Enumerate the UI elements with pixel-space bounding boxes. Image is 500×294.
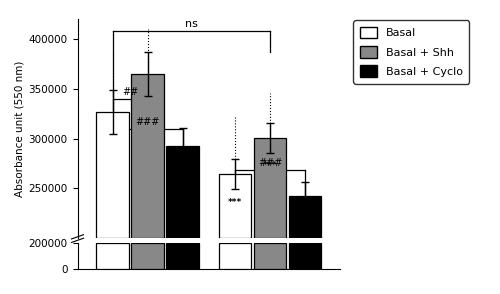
Bar — [131, 74, 164, 238]
Y-axis label: Absorbance unit (550 nm): Absorbance unit (550 nm) — [14, 61, 24, 197]
Bar — [166, 243, 199, 269]
Bar — [96, 243, 129, 269]
Text: ns: ns — [185, 19, 198, 29]
Bar — [166, 146, 199, 238]
Bar — [254, 138, 286, 238]
Text: ##: ## — [122, 87, 138, 97]
Text: ###: ### — [258, 158, 282, 168]
Bar — [96, 112, 129, 238]
Legend: Basal, Basal + Shh, Basal + Cyclo: Basal, Basal + Shh, Basal + Cyclo — [354, 20, 470, 83]
Bar — [288, 196, 322, 238]
Text: ***: *** — [228, 198, 242, 207]
Text: ***: *** — [263, 161, 277, 171]
Bar — [254, 243, 286, 269]
Text: ***: *** — [298, 219, 312, 228]
Text: ###: ### — [136, 117, 160, 127]
Bar — [218, 174, 252, 238]
Bar — [131, 243, 164, 269]
Bar — [288, 243, 322, 269]
Bar — [218, 243, 252, 269]
